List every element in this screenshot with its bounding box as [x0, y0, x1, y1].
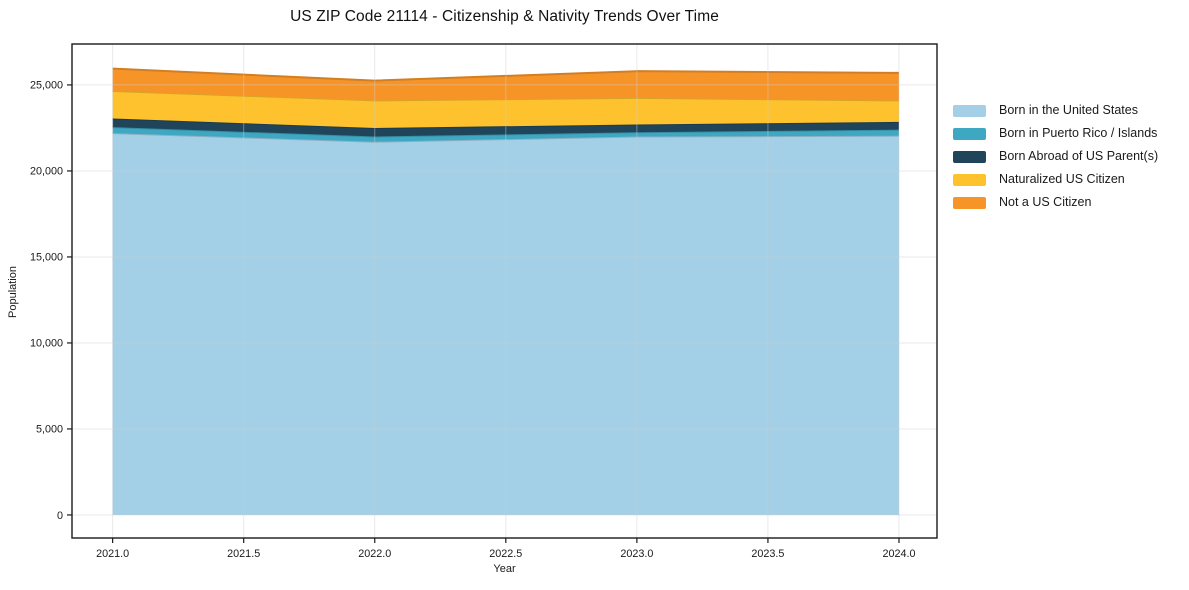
- legend-label: Born in the United States: [999, 103, 1138, 117]
- legend-label: Naturalized US Citizen: [999, 172, 1125, 186]
- x-tick-label: 2023.0: [620, 548, 653, 560]
- x-tick-label: 2022.5: [489, 548, 522, 560]
- y-axis-label: Population: [7, 266, 19, 318]
- x-tick-label: 2021.0: [96, 548, 129, 560]
- chart-title: US ZIP Code 21114 - Citizenship & Nativi…: [290, 8, 719, 25]
- legend-item-2: Born Abroad of US Parent(s): [953, 150, 1158, 163]
- legend-swatch-icon: [953, 196, 986, 209]
- x-tick-label: 2022.0: [358, 548, 391, 560]
- y-tick-label: 25,000: [30, 80, 63, 92]
- legend-item-1: Born in Puerto Rico / Islands: [953, 127, 1158, 140]
- y-tick-label: 0: [57, 510, 63, 522]
- y-tick-label: 20,000: [30, 166, 63, 178]
- area-edge-4: [112, 67, 899, 82]
- legend-swatch-icon: [953, 104, 986, 117]
- x-tick-label: 2024.0: [882, 548, 915, 560]
- legend: Born in the United States Born in Puerto …: [953, 104, 1158, 219]
- legend-swatch-icon: [953, 150, 986, 163]
- x-axis-label: Year: [493, 563, 516, 575]
- legend-item-0: Born in the United States: [953, 104, 1158, 117]
- area-band-1: [112, 127, 899, 142]
- y-tick-label: 5,000: [36, 424, 63, 436]
- area-band-0: [112, 133, 899, 515]
- x-tick-label: 2023.5: [751, 548, 784, 560]
- area-band-4: [112, 68, 899, 101]
- y-tick-label: 15,000: [30, 252, 63, 264]
- legend-label: Born in Puerto Rico / Islands: [999, 126, 1158, 140]
- area-band-3: [112, 90, 899, 128]
- area-band-2: [112, 118, 899, 137]
- plot-frame: [71, 43, 938, 539]
- legend-swatch-icon: [953, 127, 986, 140]
- legend-item-3: Naturalized US Citizen: [953, 173, 1158, 186]
- legend-item-4: Not a US Citizen: [953, 196, 1158, 209]
- legend-label: Not a US Citizen: [999, 195, 1092, 209]
- y-tick-label: 10,000: [30, 338, 63, 350]
- legend-label: Born Abroad of US Parent(s): [999, 149, 1159, 163]
- x-tick-label: 2021.5: [227, 548, 260, 560]
- legend-swatch-icon: [953, 173, 986, 186]
